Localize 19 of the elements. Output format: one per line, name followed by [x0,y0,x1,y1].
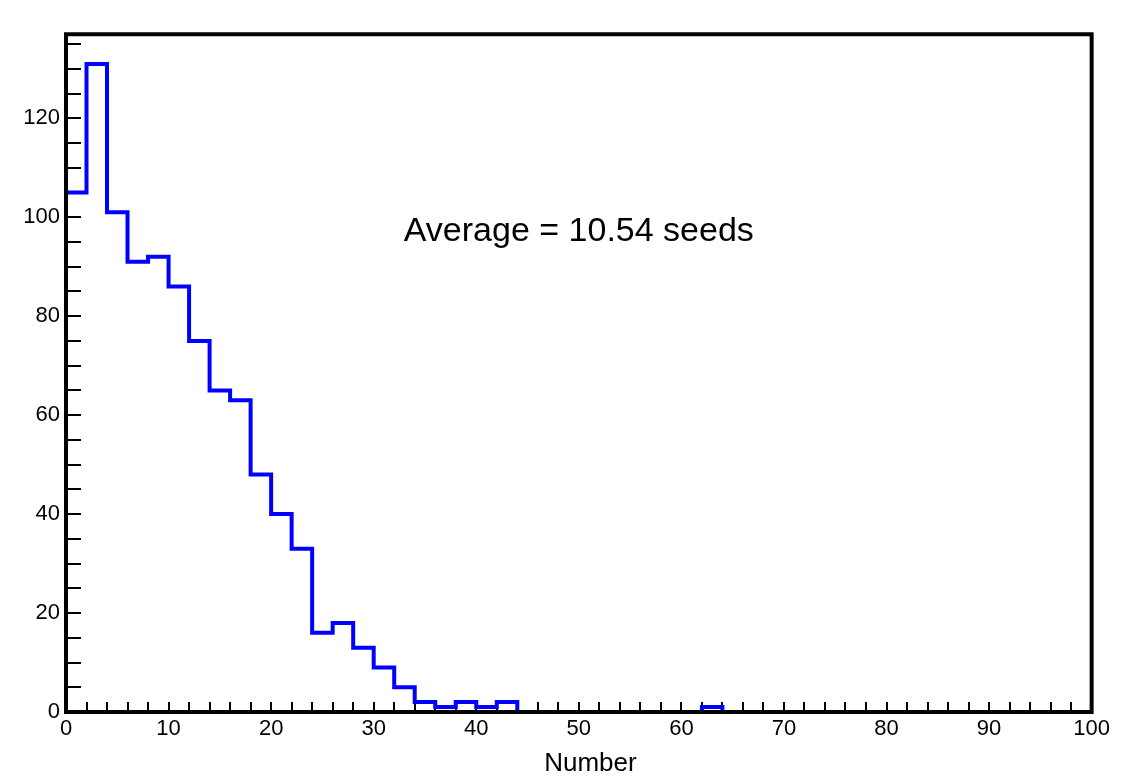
x-axis-title: Number [544,747,637,778]
x-tick-label: 50 [566,715,592,741]
x-tick-label: 40 [464,715,489,741]
y-tick-label: 120 [23,104,60,130]
x-tick-label: 90 [976,715,1002,741]
x-tick-label: 60 [669,715,694,741]
x-tick-label: 20 [258,715,284,741]
y-tick-label: 60 [35,401,60,427]
y-tick-label: 40 [35,500,60,526]
annotation: Average = 10.54 seeds [403,209,754,248]
y-tick-label: 100 [23,203,60,229]
x-tick-label: 70 [771,715,797,741]
y-tick-label: 80 [35,302,60,328]
x-tick-label: 10 [156,715,181,741]
x-tick-label: 80 [874,715,899,741]
x-tick-label: 100 [1073,715,1111,741]
y-tick-label: 0 [47,698,60,724]
y-tick-label: 20 [35,599,60,625]
x-tick-label: 30 [361,715,386,741]
